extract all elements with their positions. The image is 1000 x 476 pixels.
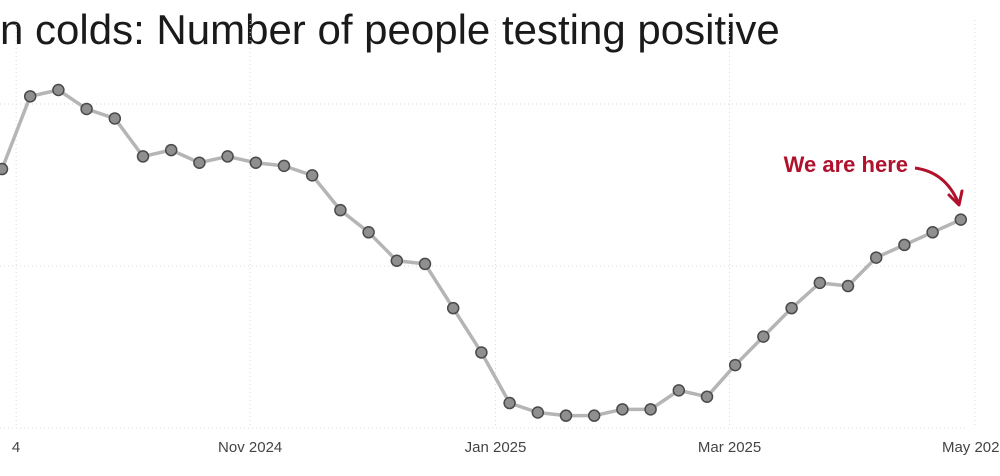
- data-point: [305, 169, 319, 182]
- data-point: [785, 301, 798, 315]
- grid-layer: [0, 20, 976, 429]
- data-point: [193, 156, 206, 169]
- data-point: [277, 159, 291, 173]
- data-point: [503, 396, 516, 410]
- data-point: [644, 403, 657, 416]
- data-point: [164, 143, 178, 157]
- annotation-arrowhead-icon: [947, 189, 964, 207]
- data-point: [136, 150, 150, 163]
- x-tick-label: 4: [12, 439, 20, 456]
- data-point: [926, 226, 939, 239]
- annotation-arrow-icon: [914, 166, 960, 203]
- x-axis-ticks: 4 Nov 2024 Jan 2025 Mar 2025 May 2025: [12, 439, 1000, 456]
- data-point: [108, 112, 122, 125]
- data-point: [616, 403, 629, 416]
- data-point: [52, 83, 65, 97]
- annotation-layer: We are here: [784, 152, 964, 207]
- data-point: [728, 358, 742, 372]
- data-point: [531, 406, 545, 419]
- data-point: [700, 390, 714, 403]
- data-point: [390, 254, 404, 267]
- annotation-we-are-here: We are here: [784, 152, 908, 177]
- data-point: [869, 251, 883, 264]
- data-point: [813, 276, 827, 290]
- series-line: [0, 88, 962, 418]
- data-point: [362, 226, 375, 239]
- data-point: [587, 409, 601, 422]
- data-point: [559, 409, 573, 422]
- data-point: [0, 162, 9, 176]
- x-tick-label: Nov 2024: [218, 439, 282, 456]
- data-point: [672, 384, 686, 397]
- data-point: [418, 257, 432, 271]
- data-point: [446, 301, 460, 315]
- x-tick-label: May 2025: [942, 439, 1000, 456]
- data-point: [23, 90, 37, 103]
- x-tick-label: Mar 2025: [698, 439, 761, 456]
- x-tick-label: Jan 2025: [465, 439, 527, 456]
- chart-title: n colds: Number of people testing positi…: [0, 6, 780, 53]
- data-point: [334, 203, 347, 217]
- series-layer: [0, 83, 968, 422]
- data-point: [475, 346, 488, 359]
- data-point: [898, 238, 911, 252]
- data-point: [757, 330, 770, 343]
- data-point: [954, 213, 968, 226]
- data-point: [80, 102, 93, 116]
- data-point: [221, 150, 234, 163]
- data-point: [841, 279, 855, 293]
- data-point: [249, 156, 263, 169]
